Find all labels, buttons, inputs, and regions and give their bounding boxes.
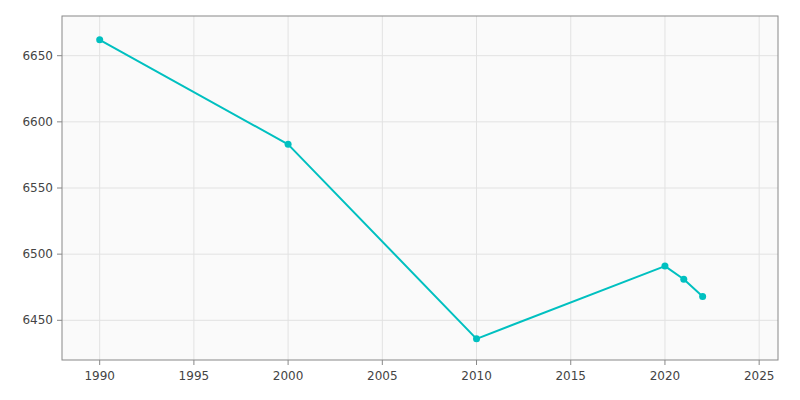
chart-container: 1990 1995 2000 2005 2010 2015 2020 2025 6450 6500…: [0, 0, 800, 400]
y-grid-line: [62, 188, 778, 189]
y-tick-label: 6550: [22, 181, 53, 195]
x-tick-label: 2000: [273, 369, 304, 383]
x-tick: [382, 360, 383, 365]
y-grid-line: [62, 55, 778, 56]
point: [96, 36, 103, 43]
y-tick: [57, 55, 62, 56]
y-tick-label: 6500: [22, 247, 53, 261]
x-tick-label: 2025: [744, 369, 775, 383]
y-tick-label: 6650: [22, 49, 53, 63]
plot-area: [62, 16, 778, 360]
point: [680, 276, 687, 283]
y-tick: [57, 320, 62, 321]
x-tick-label: 2005: [367, 369, 398, 383]
x-tick-label: 1990: [84, 369, 115, 383]
y-tick-label: 6600: [22, 115, 53, 129]
x-tick: [759, 360, 760, 365]
point: [473, 335, 480, 342]
x-tick: [570, 360, 571, 365]
y-grid-line: [62, 121, 778, 122]
x-tick-label: 2020: [650, 369, 681, 383]
x-tick-label: 2015: [555, 369, 586, 383]
y-tick: [57, 188, 62, 189]
y-tick: [57, 254, 62, 255]
plot-frame: [62, 16, 778, 360]
line: [100, 40, 703, 339]
x-tick: [288, 360, 289, 365]
y-grid-line: [62, 320, 778, 321]
chart-svg: 1990 1995 2000 2005 2010 2015 2020 2025 6450 6500…: [0, 0, 800, 400]
y-tick-label: 6450: [22, 313, 53, 327]
x-tick: [193, 360, 194, 365]
point: [699, 293, 706, 300]
axes: 1990 1995 2000 2005 2010 2015 2020 2025 6450 6500…: [22, 16, 778, 383]
series: [96, 36, 706, 342]
x-tick: [99, 360, 100, 365]
point: [661, 263, 668, 270]
x-tick-label: 2010: [461, 369, 492, 383]
grid: [62, 16, 778, 360]
x-tick: [476, 360, 477, 365]
point: [285, 141, 292, 148]
y-grid-line: [62, 254, 778, 255]
y-tick: [57, 121, 62, 122]
x-tick: [664, 360, 665, 365]
x-tick-label: 1995: [179, 369, 210, 383]
